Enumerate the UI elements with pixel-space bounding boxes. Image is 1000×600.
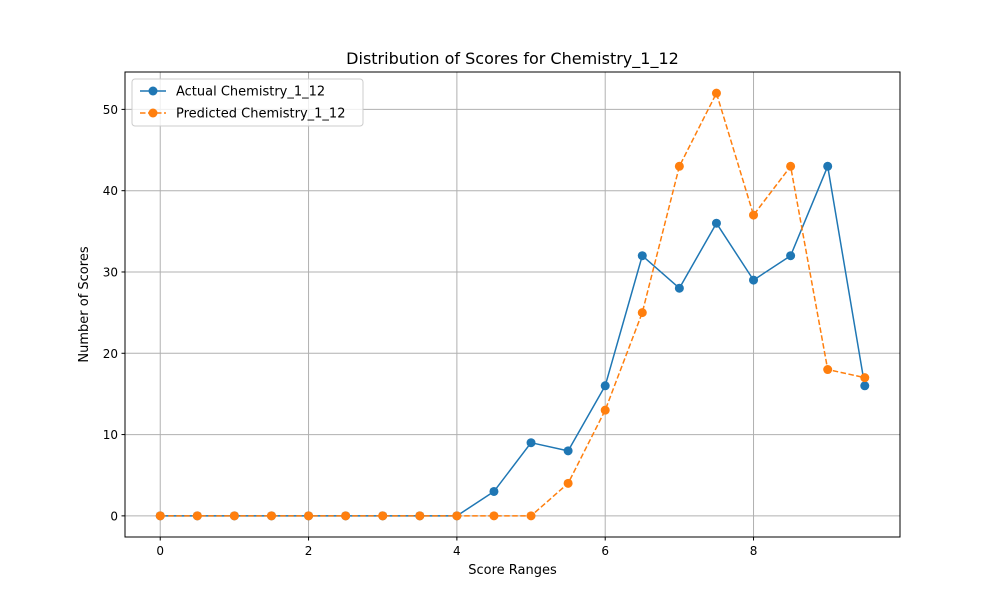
series-line bbox=[160, 92, 865, 517]
data-point bbox=[823, 365, 833, 375]
data-point bbox=[786, 161, 796, 171]
x-tick-label: 4 bbox=[453, 544, 461, 558]
data-point bbox=[452, 511, 462, 521]
data-point bbox=[860, 381, 870, 391]
data-point bbox=[860, 373, 870, 383]
data-point bbox=[563, 478, 573, 488]
series-predicted bbox=[155, 88, 870, 521]
y-tick-label: 50 bbox=[103, 103, 118, 117]
x-tick-label: 8 bbox=[750, 544, 758, 558]
y-tick-label: 30 bbox=[103, 265, 118, 279]
data-point bbox=[415, 511, 425, 521]
y-tick-label: 10 bbox=[103, 428, 118, 442]
x-tick-label: 2 bbox=[305, 544, 313, 558]
data-point bbox=[563, 446, 573, 456]
legend: Actual Chemistry_1_12 Predicted Chemistr… bbox=[131, 78, 364, 127]
data-point bbox=[674, 161, 684, 171]
x-axis-label: Score Ranges bbox=[468, 563, 557, 578]
data-point bbox=[304, 511, 314, 521]
legend-marker-predicted bbox=[148, 108, 158, 118]
data-point bbox=[155, 511, 165, 521]
data-point bbox=[674, 283, 684, 293]
data-point bbox=[637, 308, 647, 318]
data-point bbox=[341, 511, 351, 521]
y-axis-label: Number of Scores bbox=[77, 246, 92, 362]
data-point bbox=[229, 511, 239, 521]
data-point bbox=[526, 511, 536, 521]
data-point bbox=[489, 511, 499, 521]
data-point bbox=[526, 438, 536, 448]
legend-label-predicted: Predicted Chemistry_1_12 bbox=[176, 107, 345, 122]
data-point bbox=[266, 511, 276, 521]
data-point bbox=[786, 251, 796, 261]
axis-ticks: 0 2 4 6 8 0 10 20 30 40 50 bbox=[103, 103, 758, 558]
chart-title: Distribution of Scores for Chemistry_1_1… bbox=[346, 49, 679, 69]
y-tick-label: 20 bbox=[103, 347, 118, 361]
legend-label-actual: Actual Chemistry_1_12 bbox=[176, 85, 325, 100]
data-point bbox=[637, 251, 647, 261]
x-tick-label: 0 bbox=[156, 544, 164, 558]
legend-box bbox=[131, 78, 364, 127]
data-point bbox=[600, 405, 610, 415]
x-tick-label: 6 bbox=[601, 544, 609, 558]
data-point bbox=[749, 275, 759, 285]
data-point bbox=[600, 381, 610, 391]
data-point bbox=[711, 88, 721, 98]
data-point bbox=[489, 486, 499, 496]
data-point bbox=[749, 210, 759, 220]
data-point bbox=[378, 511, 388, 521]
plot-frame bbox=[124, 71, 901, 538]
data-point bbox=[192, 511, 202, 521]
y-tick-label: 40 bbox=[103, 184, 118, 198]
legend-marker-actual bbox=[148, 86, 158, 96]
grid-lines bbox=[125, 72, 900, 537]
data-point bbox=[711, 218, 721, 228]
series-layer bbox=[155, 88, 870, 521]
y-tick-label: 0 bbox=[110, 509, 118, 523]
data-point bbox=[823, 161, 833, 171]
